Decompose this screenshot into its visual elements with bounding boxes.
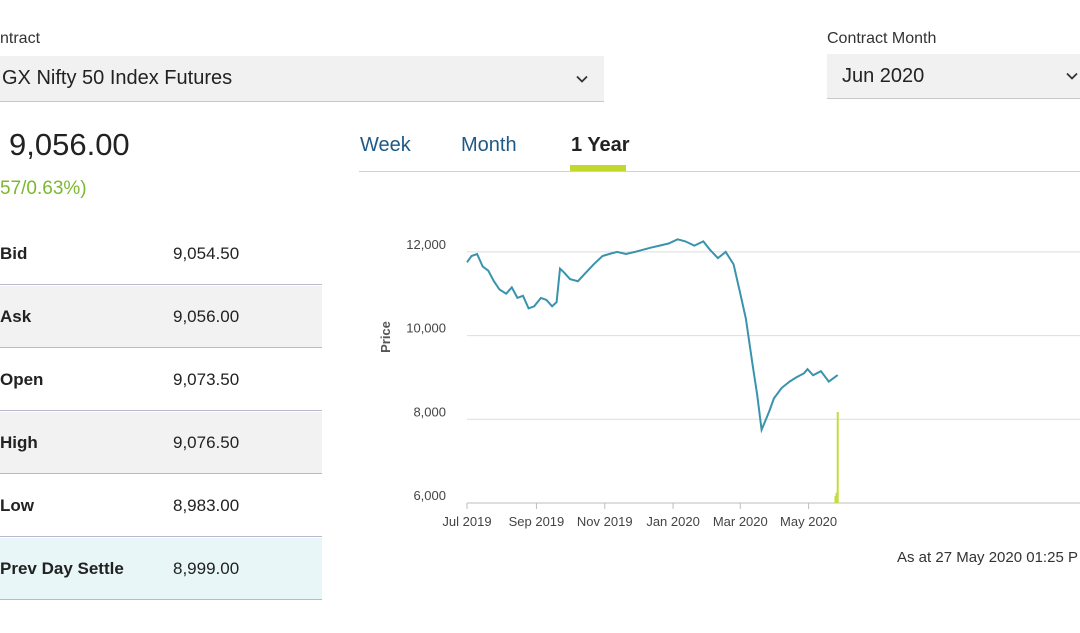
x-tick-label: Mar 2020 <box>713 514 768 529</box>
chevron-down-icon <box>576 75 588 83</box>
contract-label: ntract <box>0 30 41 47</box>
active-tab-indicator <box>570 165 626 171</box>
quote-value: 9,056.00 <box>173 306 240 326</box>
y-tick-label: 10,000 <box>406 321 446 336</box>
as-at-timestamp: As at 27 May 2020 01:25 P <box>897 549 1078 566</box>
quote-value: 9,073.50 <box>173 369 240 389</box>
quote-row-low: Low 8,983.00 <box>0 475 322 537</box>
quote-row-high: High 9,076.50 <box>0 412 322 474</box>
quote-value: 9,076.50 <box>173 432 240 452</box>
y-tick-label: 12,000 <box>406 237 446 252</box>
contract-month-select-value: Jun 2020 <box>842 64 925 87</box>
quote-value: 8,999.00 <box>173 558 240 578</box>
quote-key: Ask <box>0 306 32 326</box>
y-axis-label: Price <box>378 321 393 353</box>
price-series-line <box>466 238 839 434</box>
x-tick-label: Jul 2019 <box>442 514 491 529</box>
last-price: 9,056.00 <box>9 127 130 162</box>
volume-bar <box>836 411 839 503</box>
y-tick-label: 6,000 <box>413 488 446 503</box>
quote-row-ask: Ask 9,056.00 <box>0 286 322 348</box>
tab-month[interactable]: Month <box>461 134 517 156</box>
quote-key: Bid <box>0 243 28 263</box>
chart-grid <box>467 251 1080 504</box>
y-axis-ticks: 6,000 8,000 10,000 12,000 <box>406 237 446 503</box>
quote-key: Low <box>0 495 34 515</box>
volume-bar <box>834 495 837 503</box>
quote-row-open: Open 9,073.50 <box>0 349 322 411</box>
contract-month-label: Contract Month <box>827 30 937 47</box>
quote-row-bid: Bid 9,054.50 <box>0 223 322 285</box>
quote-key: Open <box>0 369 44 389</box>
contract-month-select[interactable]: Jun 2020 <box>827 54 1080 99</box>
x-axis-ticks: Jul 2019 Sep 2019 Nov 2019 Jan 2020 Mar 2020… <box>442 503 837 529</box>
tab-1-year[interactable]: 1 Year <box>571 134 630 156</box>
quote-row-prev-day-settle: Prev Day Settle 8,999.00 <box>0 538 322 600</box>
contract-select-value: GX Nifty 50 Index Futures <box>2 67 233 89</box>
x-tick-label: Jan 2020 <box>646 514 700 529</box>
quote-key: Prev Day Settle <box>0 558 124 578</box>
chart-period-tabs: Week Month 1 Year <box>359 120 1080 172</box>
x-tick-label: Nov 2019 <box>577 514 633 529</box>
volume-bars <box>834 411 839 503</box>
x-tick-label: Sep 2019 <box>509 514 565 529</box>
contract-select[interactable]: GX Nifty 50 Index Futures <box>0 56 604 102</box>
price-change: 57/0.63%) <box>0 178 87 199</box>
price-chart: 6,000 8,000 10,000 12,000 Jul 2019 Sep 2019 N… <box>378 237 1080 529</box>
quote-value: 9,054.50 <box>173 243 240 263</box>
quote-key: High <box>0 432 38 452</box>
tab-week[interactable]: Week <box>360 134 411 156</box>
volume-bar <box>835 492 838 503</box>
x-tick-label: May 2020 <box>780 514 837 529</box>
chevron-down-icon <box>1066 72 1078 80</box>
y-tick-label: 8,000 <box>413 404 446 419</box>
quote-value: 8,983.00 <box>173 495 240 515</box>
